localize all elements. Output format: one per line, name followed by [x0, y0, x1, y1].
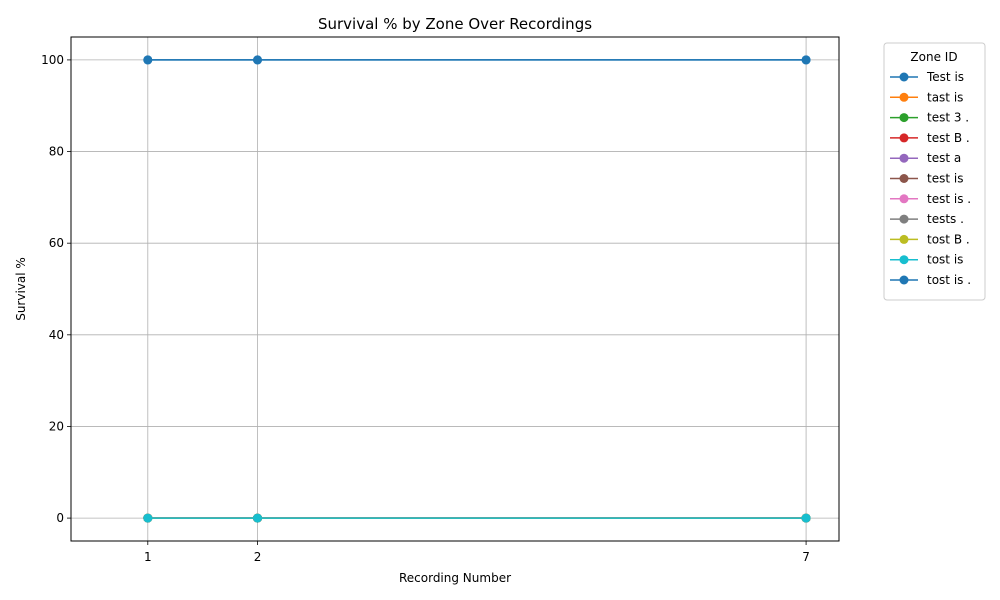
legend-item: test is .	[890, 192, 971, 206]
y-axis: 0 20 40 60 80 100	[41, 53, 71, 525]
data-point	[801, 513, 811, 523]
x-tick-label: 2	[254, 550, 262, 564]
legend-marker	[899, 255, 909, 265]
x-tick-label: 1	[144, 550, 152, 564]
legend-frame	[883, 42, 986, 301]
plot-frame	[70, 36, 840, 542]
y-axis-label: Survival %	[14, 257, 28, 321]
y-tick-label: 40	[49, 328, 64, 342]
legend-item: test is	[890, 172, 963, 186]
legend-marker	[899, 174, 909, 183]
legend-item: test a	[890, 151, 961, 165]
x-axis: 1 2 7	[144, 541, 810, 564]
chart-title: Survival % by Zone Over Recordings	[318, 15, 592, 33]
series-lines	[143, 55, 811, 523]
legend-label: test is .	[927, 192, 971, 206]
legend-label: test a	[927, 151, 961, 165]
data-point	[801, 55, 811, 65]
legend-item: tests .	[890, 212, 964, 226]
y-tick-label: 60	[49, 236, 64, 250]
legend-label: tost is .	[927, 273, 971, 287]
legend-item: tost is	[890, 253, 963, 267]
legend-label: Test is	[926, 70, 964, 84]
legend-marker	[899, 234, 909, 244]
legend-marker	[899, 133, 909, 143]
legend-label: tost is	[927, 253, 963, 267]
legend-items: Test is tast is test 3 . test B . test a test…	[890, 70, 971, 287]
x-tick-label: 7	[802, 550, 810, 564]
legend-item: test B .	[890, 131, 970, 145]
legend: Zone ID Test is tast is test 3 . test B . te…	[883, 42, 986, 301]
y-tick-label: 80	[49, 145, 64, 159]
legend-label: tost B .	[927, 232, 970, 246]
legend-label: test B .	[927, 131, 970, 145]
legend-marker	[899, 72, 909, 82]
legend-marker	[899, 214, 909, 224]
data-point	[143, 513, 153, 523]
legend-marker	[899, 194, 909, 204]
legend-item: tast is	[890, 90, 963, 104]
legend-marker	[899, 92, 909, 102]
legend-label: tast is	[927, 90, 963, 104]
legend-item: Test is	[890, 70, 964, 84]
legend-marker	[899, 153, 909, 163]
legend-item: test 3 .	[890, 111, 969, 125]
y-tick-label: 0	[56, 511, 64, 525]
legend-item: tost is .	[890, 273, 971, 287]
legend-item: tost B .	[890, 232, 970, 246]
y-tick-label: 20	[49, 419, 64, 433]
legend-marker	[899, 113, 909, 123]
series-11	[143, 55, 811, 65]
data-point	[253, 513, 263, 523]
data-point	[253, 55, 263, 65]
legend-label: test 3 .	[927, 111, 969, 125]
plot-area: 1 2 7 0 20 40 60 80 100	[41, 36, 840, 564]
legend-label: test is	[927, 172, 963, 186]
series-10	[143, 513, 811, 523]
legend-marker	[899, 275, 909, 285]
y-tick-label: 100	[41, 53, 64, 67]
data-point	[143, 55, 153, 65]
legend-title: Zone ID	[910, 50, 957, 64]
legend-label: tests .	[927, 212, 964, 226]
x-axis-label: Recording Number	[399, 571, 511, 585]
